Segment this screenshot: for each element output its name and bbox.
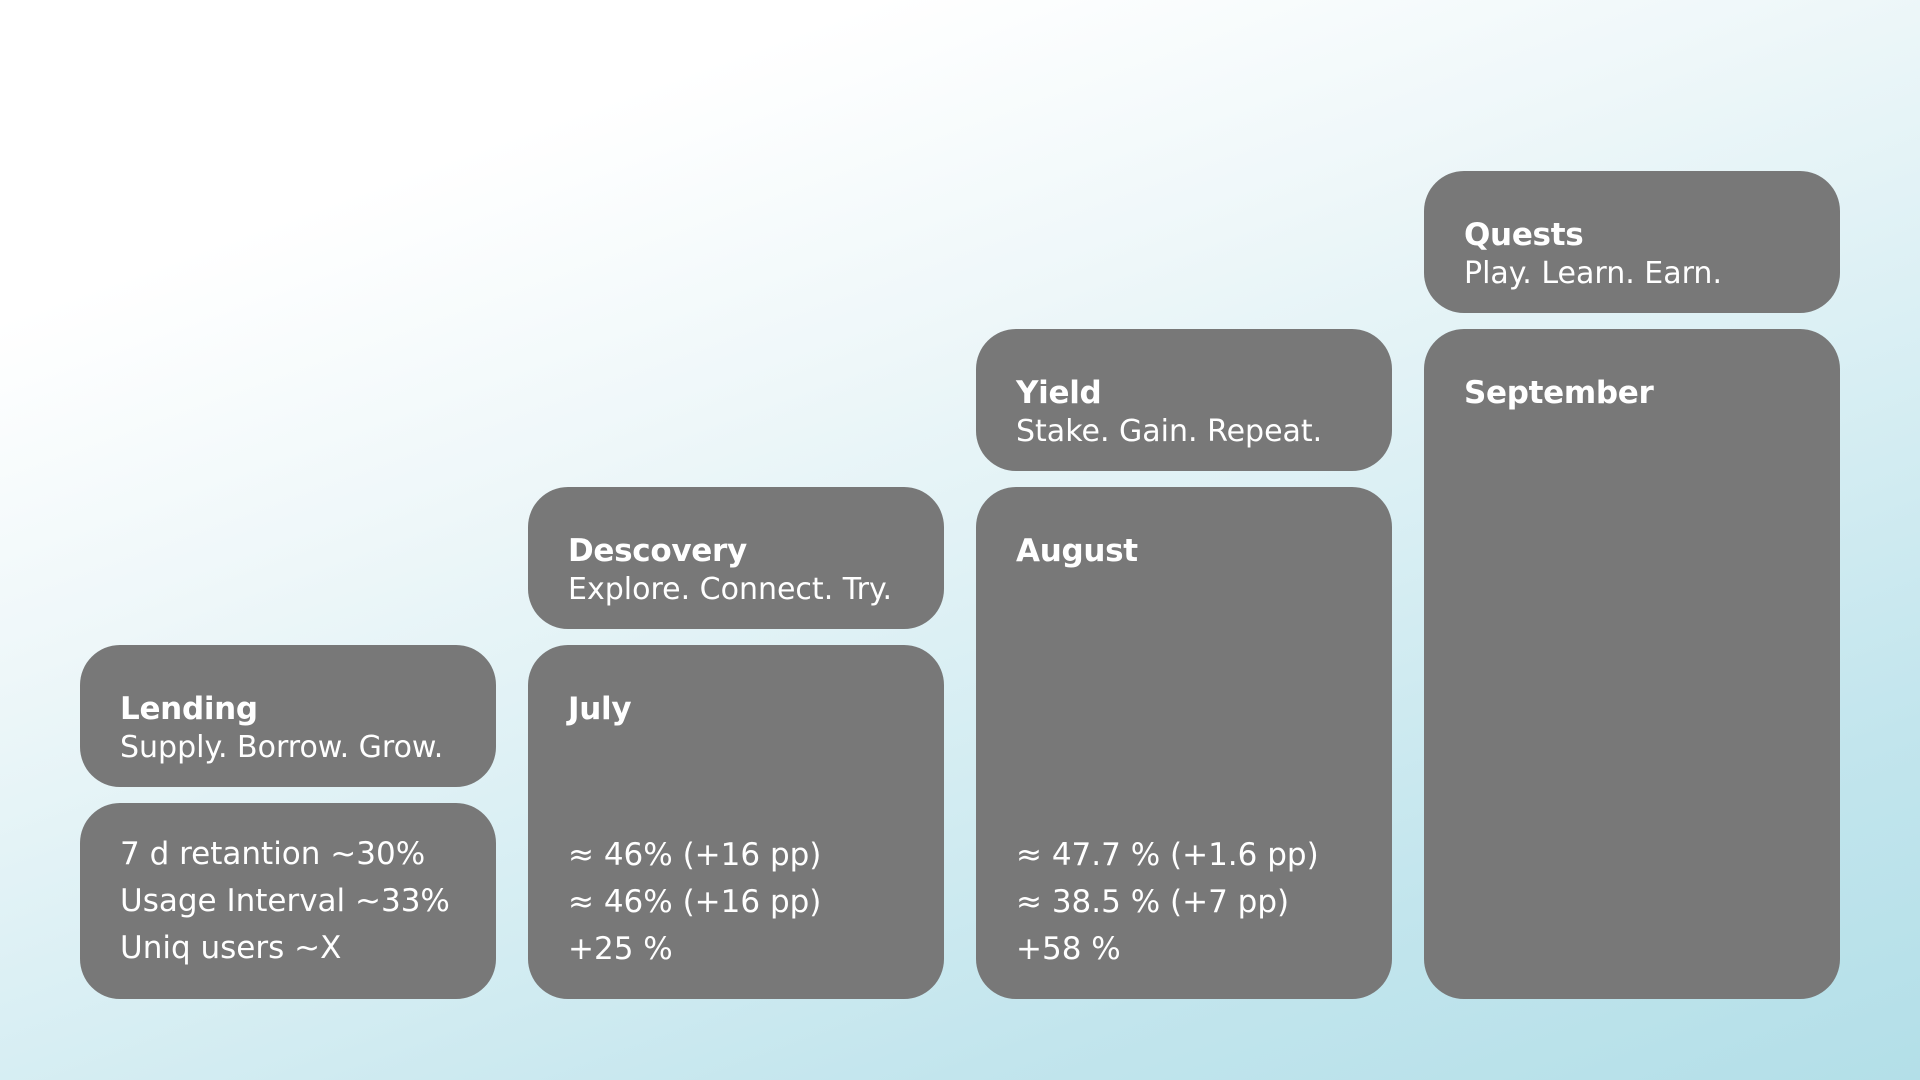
theme-card-descovery: Descovery Explore. Connect. Try. <box>528 487 944 629</box>
metric-unique-users: +25 % <box>568 931 673 967</box>
theme-title: Yield <box>1016 375 1102 411</box>
metric-retention: ≈ 47.7 % (+1.6 pp) <box>1016 837 1319 873</box>
theme-title: Descovery <box>568 533 747 569</box>
metric-retention: ≈ 46% (+16 pp) <box>568 837 822 873</box>
month-card-august: August ≈ 47.7 % (+1.6 pp) ≈ 38.5 % (+7 p… <box>976 487 1392 999</box>
month-card-july: July ≈ 46% (+16 pp) ≈ 46% (+16 pp) +25 % <box>528 645 944 999</box>
month-card-september: September <box>1424 329 1840 999</box>
theme-card-quests: Quests Play. Learn. Earn. <box>1424 171 1840 313</box>
metrics-list: ≈ 47.7 % (+1.6 pp) ≈ 38.5 % (+7 pp) +58 … <box>1016 832 1319 973</box>
theme-tagline: Explore. Connect. Try. <box>568 572 893 607</box>
metric-usage-interval: ≈ 46% (+16 pp) <box>568 884 822 920</box>
theme-tagline: Supply. Borrow. Grow. <box>120 730 444 765</box>
month-title: September <box>1464 375 1654 411</box>
metric-usage-interval: ≈ 38.5 % (+7 pp) <box>1016 884 1290 920</box>
theme-card-lending: Lending Supply. Borrow. Grow. <box>80 645 496 787</box>
metrics-list: 7 d retantion ~30% Usage Interval ~33% U… <box>120 831 450 972</box>
metric-usage-interval: Usage Interval ~33% <box>120 883 450 919</box>
theme-tagline: Stake. Gain. Repeat. <box>1016 414 1323 449</box>
month-title: August <box>1016 533 1138 569</box>
theme-title: Quests <box>1464 217 1584 253</box>
theme-card-yield: Yield Stake. Gain. Repeat. <box>976 329 1392 471</box>
month-title: July <box>568 691 632 727</box>
theme-tagline: Play. Learn. Earn. <box>1464 256 1722 291</box>
metric-unique-users: Uniq users ~X <box>120 930 342 966</box>
metrics-card-lending: 7 d retantion ~30% Usage Interval ~33% U… <box>80 803 496 999</box>
metric-retention: 7 d retantion ~30% <box>120 836 426 872</box>
metrics-list: ≈ 46% (+16 pp) ≈ 46% (+16 pp) +25 % <box>568 832 821 973</box>
metric-unique-users: +58 % <box>1016 931 1121 967</box>
theme-title: Lending <box>120 691 258 727</box>
